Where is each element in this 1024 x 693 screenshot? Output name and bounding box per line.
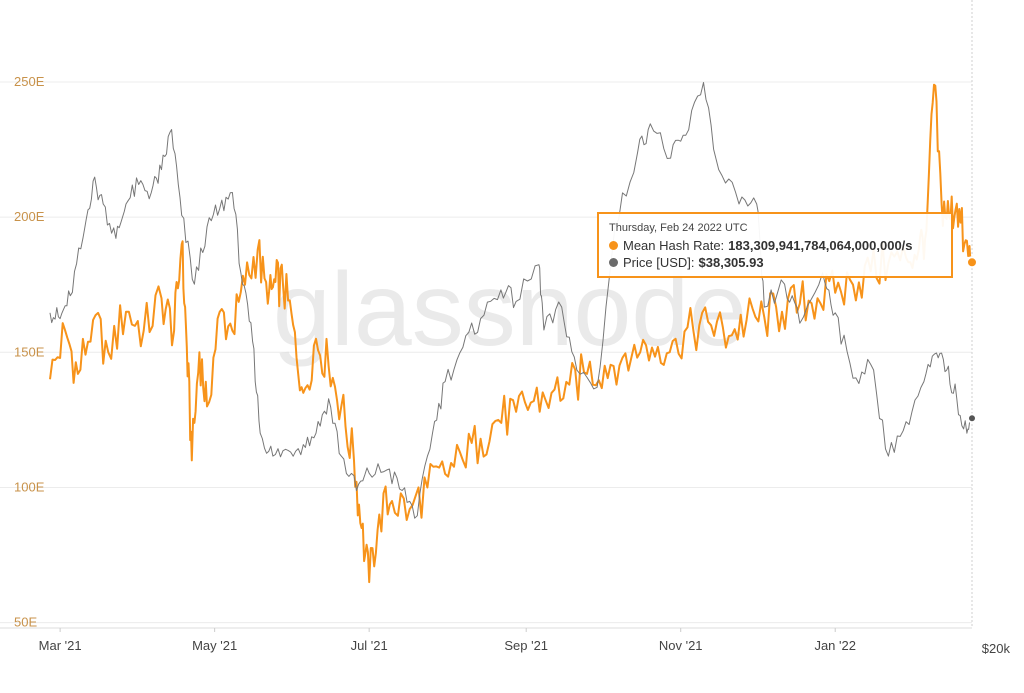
tooltip-hash-value: 183,309,941,784,064,000,000/s <box>728 238 913 253</box>
y-tick-50E: 50E <box>14 615 37 630</box>
tooltip-price-value: $38,305.93 <box>698 255 764 270</box>
hover-point-price-usd- <box>967 413 977 424</box>
y-tick-100E: 100E <box>14 479 45 494</box>
y-tick-150E: 150E <box>14 344 45 359</box>
x-tick-Sep '21: Sep '21 <box>504 638 548 653</box>
hover-point-mean-hash-rate <box>966 256 978 269</box>
tooltip-hash-row: Mean Hash Rate: 183,309,941,784,064,000,… <box>609 237 941 254</box>
tooltip-date: Thursday, Feb 24 2022 UTC <box>609 222 748 234</box>
y-tick-250E: 250E <box>14 74 45 89</box>
chart-tooltip: Thursday, Feb 24 2022 UTC Mean Hash Rate… <box>597 212 953 278</box>
tooltip-price-label: Price [USD]: <box>623 255 695 270</box>
x-tick-Jan '22: Jan '22 <box>814 638 856 653</box>
price-legend-dot <box>609 258 618 267</box>
y-right-tick-$20k: $20k <box>982 641 1011 656</box>
series-lines <box>49 82 973 584</box>
hover-markers <box>966 256 978 424</box>
x-tick-Jul '21: Jul '21 <box>351 638 388 653</box>
tooltip-price-row: Price [USD]: $38,305.93 <box>609 254 941 271</box>
grid-lines <box>0 0 973 628</box>
tooltip-hash-label: Mean Hash Rate: <box>623 238 725 253</box>
series-line-mean-hash-rate <box>49 83 973 584</box>
x-tick-Nov '21: Nov '21 <box>659 638 703 653</box>
x-tick-Mar '21: Mar '21 <box>39 638 82 653</box>
y-tick-200E: 200E <box>14 209 45 224</box>
x-tick-May '21: May '21 <box>192 638 237 653</box>
series-line-price-usd- <box>49 82 973 519</box>
hash-rate-legend-dot <box>609 241 618 250</box>
